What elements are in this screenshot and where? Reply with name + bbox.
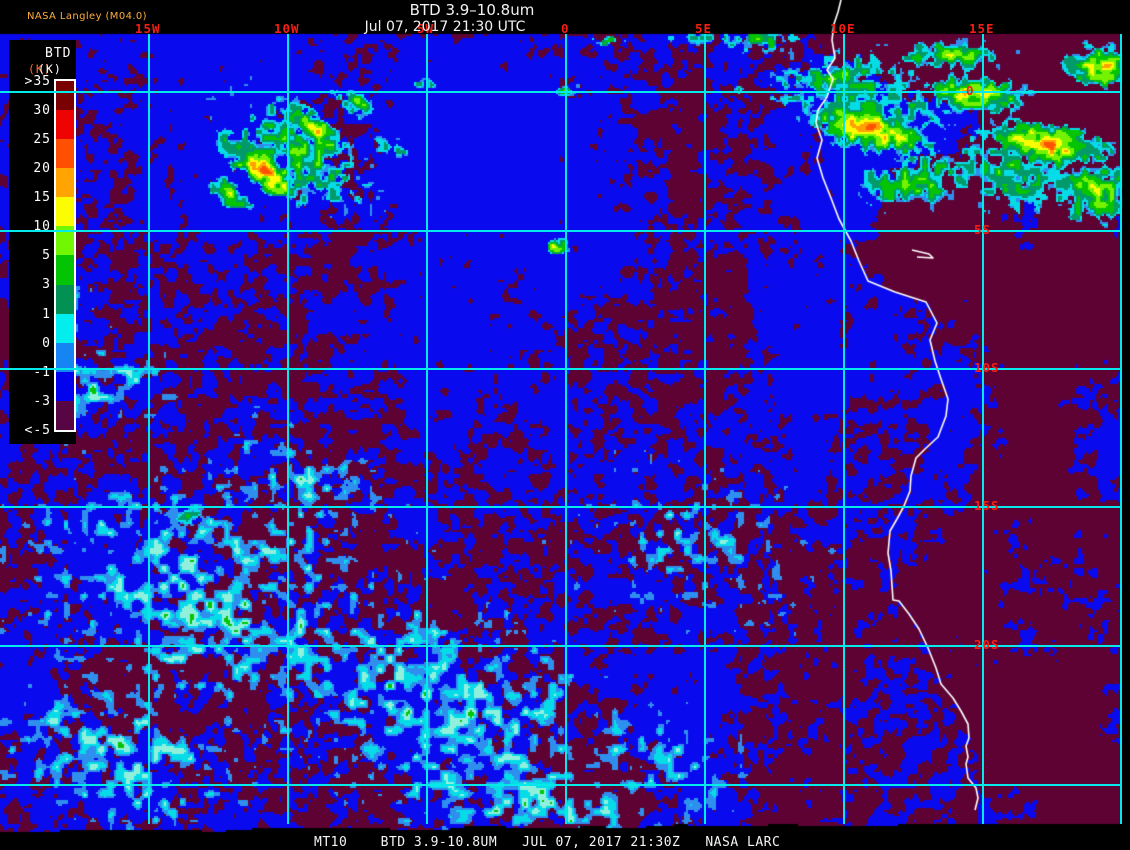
colorbar-tick-label: 20 — [33, 161, 51, 177]
colorbar-segment — [56, 284, 74, 314]
gridline-longitude — [982, 34, 984, 824]
colorbar-tick-label: 15 — [33, 190, 51, 206]
lon-label: 10E — [830, 21, 856, 36]
lat-label: 20S — [974, 637, 1000, 652]
gridline-longitude — [565, 34, 567, 824]
lon-label: 15W — [135, 21, 161, 36]
lon-label: 5W — [417, 21, 435, 36]
colorbar-units: (K) (K) — [9, 62, 76, 76]
footer-caption: MT10 BTD 3.9-10.8UM JUL 07, 2017 21:30Z … — [314, 835, 781, 850]
gridline-longitude — [426, 34, 428, 824]
colorbar-tick-label: 3 — [42, 277, 51, 293]
gridline-latitude — [0, 91, 1122, 93]
colorbar-units-orange: (K) — [28, 62, 52, 76]
colorbar-segment — [56, 226, 74, 256]
colorbar-segment — [56, 168, 74, 198]
gridline-latitude — [0, 506, 1122, 508]
colorbar-segment — [56, 255, 74, 285]
gridline-longitude — [704, 34, 706, 824]
lon-label: 15E — [969, 21, 995, 36]
footer-bar: MT10 BTD 3.9-10.8UM JUL 07, 2017 21:30Z … — [0, 834, 1130, 850]
gridline-longitude — [287, 34, 289, 824]
colorbar-title: BTD — [45, 46, 72, 61]
lat-label: 0 — [966, 83, 975, 98]
gridline-latitude — [0, 645, 1122, 647]
lat-label: 10S — [974, 360, 1000, 375]
lon-label: 0 — [561, 21, 570, 36]
lon-label: 10W — [274, 21, 300, 36]
colorbar: BTD (K) (K) >35 30 25 20 15 10 5 3 1 0 -1 -3 <-5 — [9, 40, 76, 444]
colorbar-tick-label: 10 — [33, 219, 51, 235]
image-title: BTD 3.9–10.8um — [409, 1, 535, 19]
colorbar-tick-label: 25 — [33, 132, 51, 148]
colorbar-tick-label: 0 — [42, 335, 51, 351]
gridline-latitude — [0, 230, 1122, 232]
gridline-longitude — [843, 34, 845, 824]
lat-label: 15S — [974, 498, 1000, 513]
agency-label: NASA Langley (M04.0) — [27, 11, 147, 22]
colorbar-segment — [56, 197, 74, 227]
colorbar-segment — [56, 400, 74, 430]
colorbar-segment — [56, 139, 74, 169]
colorbar-segment — [56, 81, 74, 111]
colorbar-tick-label: 30 — [33, 103, 51, 119]
colorbar-segment — [56, 342, 74, 372]
colorbar-tick-label: -1 — [33, 364, 51, 380]
colorbar-segment — [56, 313, 74, 343]
lon-label: 5E — [695, 21, 713, 36]
colorbar-units-white: (K) — [38, 62, 62, 76]
image-datetime: Jul 07, 2017 21:30 UTC — [364, 19, 526, 35]
gridline-latitude — [0, 784, 1122, 786]
colorbar-segment — [56, 110, 74, 140]
colorbar-tick-label: 5 — [42, 248, 51, 264]
lat-label: 5S — [974, 222, 992, 237]
gridline-longitude — [1120, 34, 1122, 824]
gridline-latitude — [0, 368, 1122, 370]
colorbar-scale — [54, 79, 76, 432]
colorbar-tick-label: <-5 — [24, 422, 51, 438]
gridline-longitude — [148, 34, 150, 824]
colorbar-tick-label: 1 — [42, 306, 51, 322]
colorbar-segment — [56, 371, 74, 401]
colorbar-tick-label: -3 — [33, 393, 51, 409]
colorbar-tick-label: >35 — [24, 74, 51, 89]
